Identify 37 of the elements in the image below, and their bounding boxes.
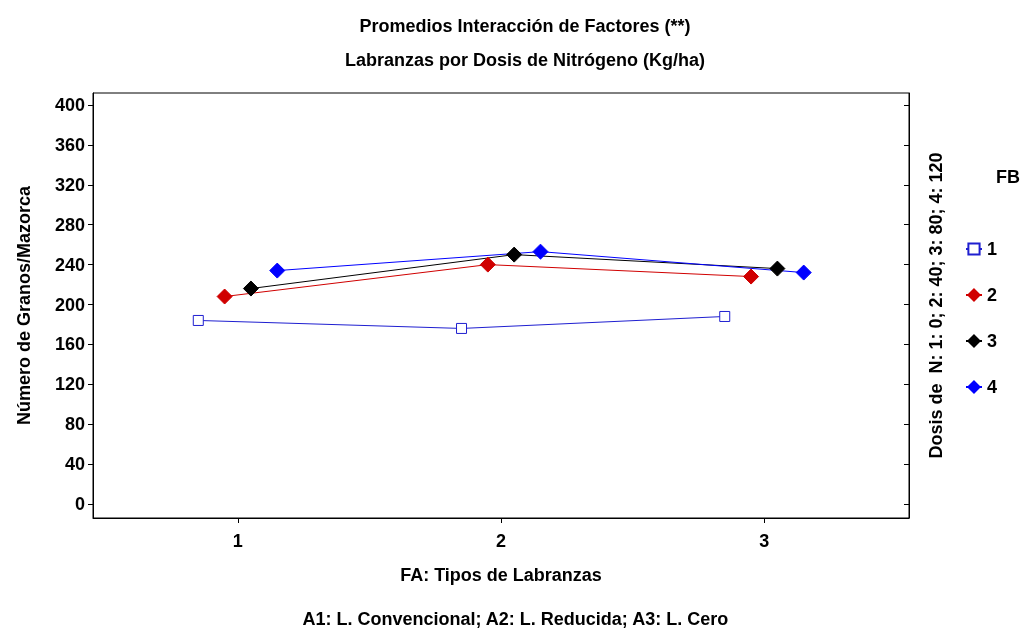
- chart-title: Promedios Interacción de Factores (**): [359, 16, 691, 36]
- point: [242, 280, 259, 297]
- y-tick-label: 80: [64, 414, 85, 435]
- point: [769, 260, 786, 277]
- y-tick-label: 360: [54, 134, 85, 155]
- y-tick-label: 0: [74, 494, 85, 515]
- y-tick-label: 160: [54, 334, 85, 355]
- point: [532, 243, 549, 260]
- point: [216, 288, 233, 305]
- y-tick-label: 320: [54, 174, 85, 195]
- legend-label: 2: [986, 285, 997, 305]
- y-tick-label: 240: [54, 254, 85, 275]
- y2-axis-title: Dosis de N: 1: 0; 2: 40; 3: 80; 4: 120: [926, 152, 946, 459]
- point: [795, 264, 812, 281]
- y-tick-label: 40: [64, 454, 85, 475]
- point: [719, 310, 731, 322]
- point: [456, 322, 468, 334]
- y-tick-label: 120: [54, 374, 85, 395]
- point: [269, 262, 286, 279]
- x-tick-label: 1: [232, 531, 243, 551]
- legend-label: 4: [986, 377, 997, 397]
- y-axis-title: Número de Granos/Mazorca: [14, 184, 34, 426]
- point: [479, 256, 496, 273]
- legend-label: 1: [986, 239, 997, 259]
- x-tick-label: 3: [759, 531, 770, 551]
- x-axis-title: FA: Tipos de Labranzas: [400, 565, 602, 585]
- chart-subtitle: Labranzas por Dosis de Nitrógeno (Kg/ha): [344, 50, 706, 70]
- point: [506, 246, 523, 263]
- point: [743, 268, 760, 285]
- legend-label: 3: [986, 331, 997, 351]
- y-tick-label: 200: [54, 294, 85, 315]
- text: A1: L. Convencional; A2: L. Reducida; A3: L. Cero: [302, 609, 729, 629]
- point: [192, 314, 204, 326]
- legend-title: FB: [996, 167, 1021, 187]
- y-tick-label: 280: [54, 214, 85, 235]
- x-tick-label: 2: [495, 531, 507, 551]
- y-tick-label: 400: [54, 94, 85, 115]
